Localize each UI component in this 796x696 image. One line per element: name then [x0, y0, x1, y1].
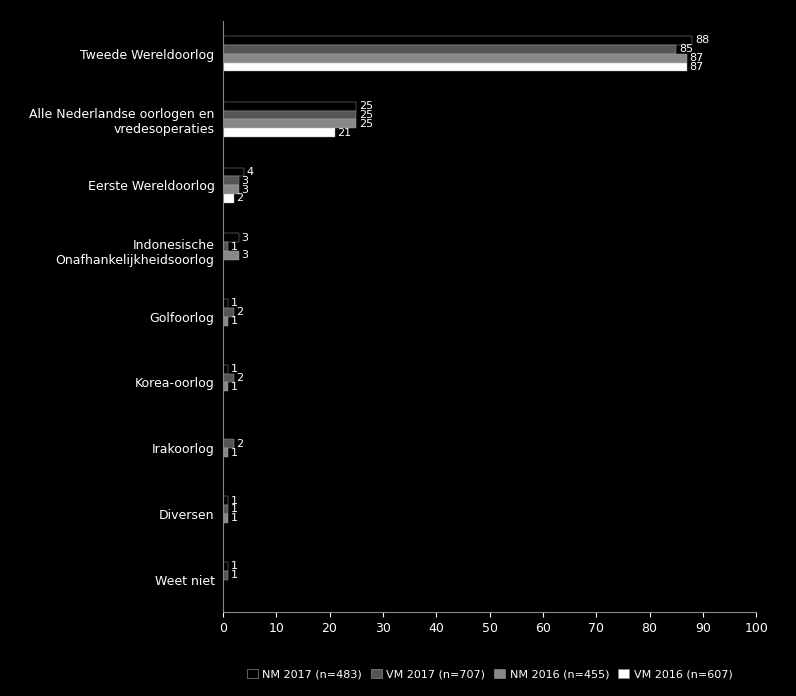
- Text: 2: 2: [236, 193, 244, 203]
- Bar: [223, 505, 228, 514]
- Bar: [223, 128, 335, 137]
- Text: 85: 85: [679, 45, 693, 54]
- Text: 1: 1: [231, 570, 238, 580]
- Bar: [223, 251, 239, 260]
- Text: 3: 3: [241, 176, 248, 186]
- Bar: [223, 120, 357, 128]
- Bar: [223, 571, 228, 580]
- Bar: [223, 514, 228, 523]
- Bar: [223, 382, 228, 391]
- Text: 88: 88: [695, 35, 709, 45]
- Bar: [223, 496, 228, 505]
- Bar: [223, 54, 687, 63]
- Bar: [223, 562, 228, 571]
- Text: 1: 1: [231, 316, 238, 326]
- Bar: [223, 168, 244, 176]
- Text: 1: 1: [231, 299, 238, 308]
- Text: 1: 1: [231, 562, 238, 571]
- Bar: [223, 45, 677, 54]
- Bar: [223, 111, 357, 120]
- Text: 25: 25: [359, 101, 373, 111]
- Bar: [223, 374, 233, 382]
- Text: 1: 1: [231, 448, 238, 457]
- Text: 3: 3: [241, 232, 248, 243]
- Text: 21: 21: [338, 128, 352, 138]
- Text: 1: 1: [231, 513, 238, 523]
- Text: 3: 3: [241, 251, 248, 260]
- Bar: [223, 185, 239, 194]
- Text: 1: 1: [231, 496, 238, 505]
- Bar: [223, 308, 233, 317]
- Text: 1: 1: [231, 364, 238, 374]
- Text: 2: 2: [236, 373, 244, 383]
- Bar: [223, 317, 228, 326]
- Bar: [223, 176, 239, 185]
- Text: 1: 1: [231, 242, 238, 251]
- Text: 2: 2: [236, 307, 244, 317]
- Bar: [223, 233, 239, 242]
- Text: 4: 4: [247, 167, 254, 177]
- Text: 87: 87: [689, 53, 704, 63]
- Bar: [223, 194, 233, 203]
- Bar: [223, 63, 687, 72]
- Bar: [223, 242, 228, 251]
- Bar: [223, 365, 228, 374]
- Bar: [223, 439, 233, 448]
- Text: 25: 25: [359, 110, 373, 120]
- Text: 3: 3: [241, 184, 248, 195]
- Text: 25: 25: [359, 119, 373, 129]
- Bar: [223, 102, 357, 111]
- Bar: [223, 299, 228, 308]
- Bar: [223, 36, 693, 45]
- Bar: [223, 448, 228, 457]
- Text: 2: 2: [236, 438, 244, 449]
- Legend: NM 2017 (n=483), VM 2017 (n=707), NM 2016 (n=455), VM 2016 (n=607): NM 2017 (n=483), VM 2017 (n=707), NM 201…: [242, 665, 737, 684]
- Text: 1: 1: [231, 382, 238, 392]
- Text: 1: 1: [231, 505, 238, 514]
- Text: 87: 87: [689, 62, 704, 72]
